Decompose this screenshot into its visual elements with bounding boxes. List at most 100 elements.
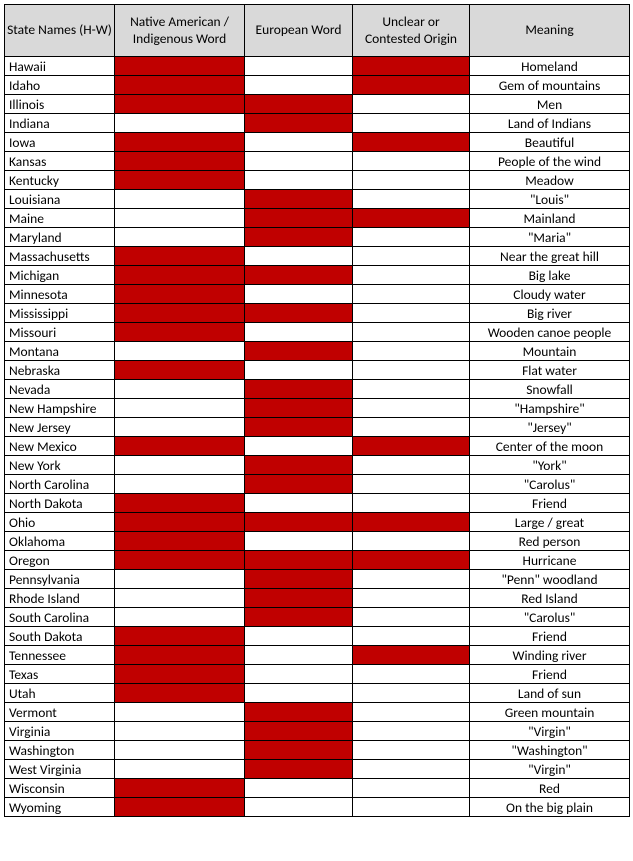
table-row: OhioLarge / great bbox=[5, 513, 630, 532]
cell-contested bbox=[353, 361, 470, 380]
cell-meaning: Mainland bbox=[470, 209, 630, 228]
cell-meaning: "Maria" bbox=[470, 228, 630, 247]
table-body: HawaiiHomelandIdahoGem of mountainsIllin… bbox=[5, 57, 630, 817]
cell-european bbox=[245, 741, 353, 760]
cell-contested bbox=[353, 551, 470, 570]
cell-european bbox=[245, 304, 353, 323]
cell-contested bbox=[353, 646, 470, 665]
cell-contested bbox=[353, 95, 470, 114]
cell-meaning: Red bbox=[470, 779, 630, 798]
cell-native bbox=[115, 418, 245, 437]
cell-state: Nebraska bbox=[5, 361, 115, 380]
cell-contested bbox=[353, 209, 470, 228]
cell-native bbox=[115, 494, 245, 513]
cell-contested bbox=[353, 171, 470, 190]
cell-native bbox=[115, 475, 245, 494]
table-row: MissouriWooden canoe people bbox=[5, 323, 630, 342]
cell-european bbox=[245, 646, 353, 665]
cell-european bbox=[245, 456, 353, 475]
cell-meaning: People of the wind bbox=[470, 152, 630, 171]
cell-state: New Mexico bbox=[5, 437, 115, 456]
cell-meaning: Big river bbox=[470, 304, 630, 323]
cell-meaning: Cloudy water bbox=[470, 285, 630, 304]
table-row: MontanaMountain bbox=[5, 342, 630, 361]
cell-contested bbox=[353, 114, 470, 133]
cell-contested bbox=[353, 76, 470, 95]
table-row: North DakotaFriend bbox=[5, 494, 630, 513]
cell-state: Michigan bbox=[5, 266, 115, 285]
cell-state: Massachusetts bbox=[5, 247, 115, 266]
cell-state: West Virginia bbox=[5, 760, 115, 779]
cell-native bbox=[115, 779, 245, 798]
cell-native bbox=[115, 741, 245, 760]
table-row: TennesseeWinding river bbox=[5, 646, 630, 665]
cell-native bbox=[115, 437, 245, 456]
cell-state: Wisconsin bbox=[5, 779, 115, 798]
cell-contested bbox=[353, 741, 470, 760]
cell-native bbox=[115, 627, 245, 646]
cell-european bbox=[245, 532, 353, 551]
cell-state: Pennsylvania bbox=[5, 570, 115, 589]
cell-contested bbox=[353, 266, 470, 285]
cell-european bbox=[245, 152, 353, 171]
cell-contested bbox=[353, 152, 470, 171]
cell-state: Ohio bbox=[5, 513, 115, 532]
cell-meaning: Red Island bbox=[470, 589, 630, 608]
table-row: IowaBeautiful bbox=[5, 133, 630, 152]
cell-meaning: Red person bbox=[470, 532, 630, 551]
cell-contested bbox=[353, 456, 470, 475]
cell-native bbox=[115, 760, 245, 779]
cell-european bbox=[245, 475, 353, 494]
cell-contested bbox=[353, 532, 470, 551]
cell-contested bbox=[353, 285, 470, 304]
cell-state: North Carolina bbox=[5, 475, 115, 494]
cell-state: Minnesota bbox=[5, 285, 115, 304]
cell-state: Montana bbox=[5, 342, 115, 361]
cell-european bbox=[245, 266, 353, 285]
table-row: West Virginia"Virgin" bbox=[5, 760, 630, 779]
cell-state: North Dakota bbox=[5, 494, 115, 513]
cell-meaning: "Washington" bbox=[470, 741, 630, 760]
cell-native bbox=[115, 532, 245, 551]
cell-meaning: "York" bbox=[470, 456, 630, 475]
cell-native bbox=[115, 228, 245, 247]
cell-european bbox=[245, 399, 353, 418]
cell-contested bbox=[353, 513, 470, 532]
cell-native bbox=[115, 190, 245, 209]
col-header-native: Native American / Indigenous Word bbox=[115, 5, 245, 57]
cell-contested bbox=[353, 323, 470, 342]
cell-european bbox=[245, 285, 353, 304]
table-row: HawaiiHomeland bbox=[5, 57, 630, 76]
table-row: MichiganBig lake bbox=[5, 266, 630, 285]
cell-state: Mississippi bbox=[5, 304, 115, 323]
cell-contested bbox=[353, 418, 470, 437]
cell-meaning: Land of sun bbox=[470, 684, 630, 703]
cell-meaning: Center of the moon bbox=[470, 437, 630, 456]
cell-european bbox=[245, 779, 353, 798]
table-row: Rhode IslandRed Island bbox=[5, 589, 630, 608]
cell-meaning: "Louis" bbox=[470, 190, 630, 209]
cell-european bbox=[245, 798, 353, 817]
table-row: Washington"Washington" bbox=[5, 741, 630, 760]
cell-meaning: Gem of mountains bbox=[470, 76, 630, 95]
cell-state: Maryland bbox=[5, 228, 115, 247]
cell-european bbox=[245, 76, 353, 95]
cell-meaning: Land of Indians bbox=[470, 114, 630, 133]
cell-european bbox=[245, 380, 353, 399]
cell-native bbox=[115, 247, 245, 266]
cell-state: Nevada bbox=[5, 380, 115, 399]
cell-native bbox=[115, 798, 245, 817]
cell-meaning: Snowfall bbox=[470, 380, 630, 399]
table-row: OregonHurricane bbox=[5, 551, 630, 570]
cell-native bbox=[115, 57, 245, 76]
cell-european bbox=[245, 228, 353, 247]
cell-meaning: "Carolus" bbox=[470, 475, 630, 494]
cell-contested bbox=[353, 722, 470, 741]
table-row: New Hampshire"Hampshire" bbox=[5, 399, 630, 418]
cell-european bbox=[245, 190, 353, 209]
cell-european bbox=[245, 95, 353, 114]
table-header-row: State Names (H-W) Native American / Indi… bbox=[5, 5, 630, 57]
cell-state: Idaho bbox=[5, 76, 115, 95]
cell-state: New Hampshire bbox=[5, 399, 115, 418]
col-header-european: European Word bbox=[245, 5, 353, 57]
